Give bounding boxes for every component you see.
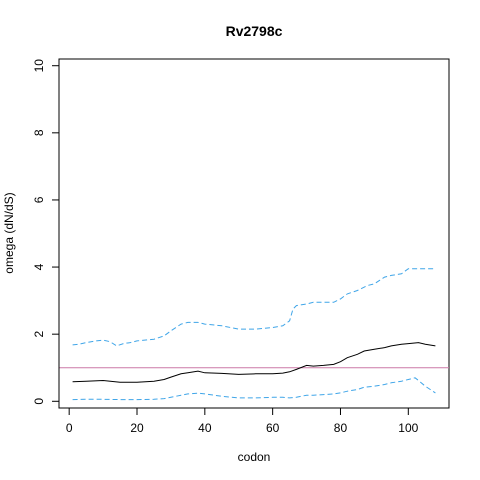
y-axis-label: omega (dN/dS) <box>2 192 16 273</box>
y-tick-label: 2 <box>32 331 46 338</box>
y-tick-label: 8 <box>32 129 46 136</box>
y-tick-label: 4 <box>32 263 46 270</box>
y-tick-label: 0 <box>32 398 46 405</box>
series-line-omega-estimate <box>72 342 436 383</box>
x-tick-label: 20 <box>130 421 144 435</box>
chart-title: Rv2798c <box>226 23 283 39</box>
plot-frame <box>58 58 450 409</box>
y-axis: 0 2 4 6 8 10 <box>32 59 60 405</box>
x-tick-label: 80 <box>334 421 348 435</box>
x-tick-label: 40 <box>198 421 212 435</box>
series-line-upper-bound <box>72 268 436 347</box>
y-tick-label: 6 <box>32 196 46 203</box>
x-tick-label: 0 <box>66 421 73 435</box>
x-axis: 0 20 40 60 80 100 <box>66 407 419 435</box>
x-tick-label: 100 <box>398 421 418 435</box>
series-layer <box>72 268 436 401</box>
y-tick-label: 10 <box>32 59 46 73</box>
x-axis-label: codon <box>238 450 271 464</box>
series-line-lower-bound <box>72 377 436 401</box>
x-tick-label: 60 <box>266 421 280 435</box>
